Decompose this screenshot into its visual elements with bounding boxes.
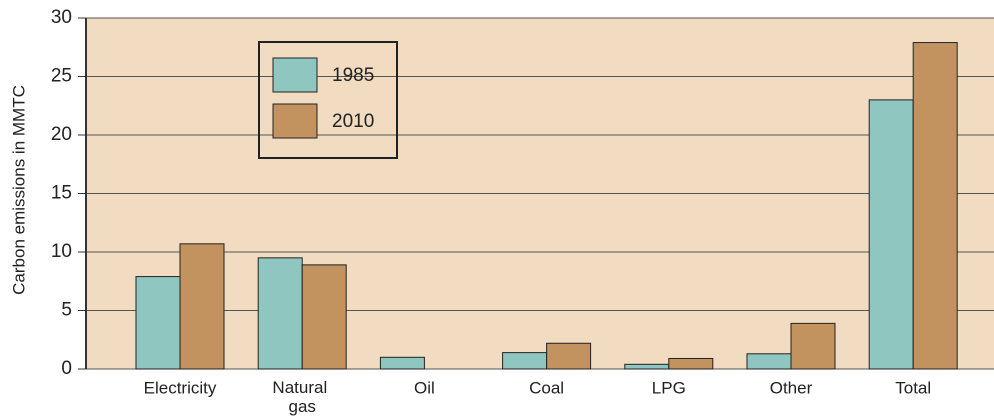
- y-tick-label: 5: [61, 300, 72, 321]
- x-tick-label: Oil: [414, 378, 435, 397]
- y-tick-label: 15: [51, 183, 72, 204]
- bar: [546, 342, 592, 370]
- bar: [868, 99, 914, 370]
- bar: [179, 243, 225, 370]
- x-tick-label: Total: [895, 378, 931, 397]
- y-axis-label: Carbon emissions in MMTC: [9, 85, 28, 295]
- bar: [912, 42, 958, 370]
- bar: [502, 352, 548, 370]
- x-tick-label: LPG: [652, 378, 686, 397]
- bar: [257, 257, 303, 370]
- y-tick-label: 30: [51, 7, 72, 28]
- legend-box: [258, 41, 398, 159]
- x-tick-label: Electricity: [144, 378, 217, 397]
- y-tick-label: 20: [51, 124, 72, 145]
- bar: [668, 357, 714, 370]
- bar: [624, 363, 670, 370]
- x-tick-label: Natural gas: [272, 378, 332, 416]
- legend-swatch: [272, 57, 318, 93]
- bar: [790, 322, 836, 370]
- y-tick-label: 0: [61, 358, 72, 379]
- x-tick-label: Other: [770, 378, 813, 397]
- y-tick-label: 25: [51, 66, 72, 87]
- bar: [135, 276, 181, 370]
- legend-label: 1985: [332, 65, 374, 86]
- bar: [301, 264, 347, 370]
- bar: [379, 356, 425, 370]
- x-tick-label: Coal: [529, 378, 564, 397]
- legend-swatch: [272, 103, 318, 139]
- bar: [746, 353, 792, 370]
- legend-label: 2010: [332, 111, 374, 132]
- y-tick-label: 10: [51, 241, 72, 262]
